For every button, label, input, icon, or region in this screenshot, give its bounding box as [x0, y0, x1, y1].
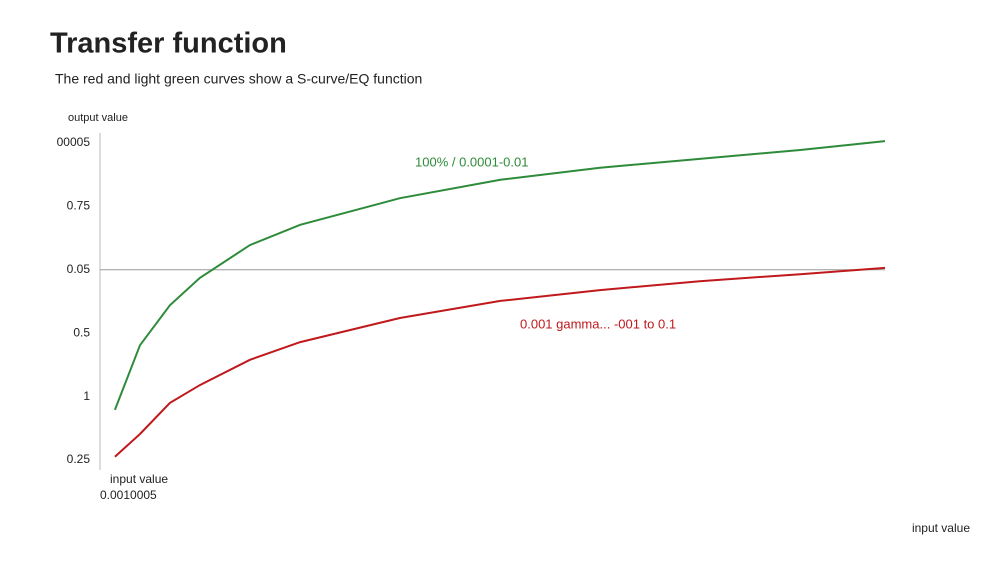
- y-tick-label: 0.75: [67, 199, 91, 213]
- series-line: [114, 266, 886, 458]
- x-axis-note: input value: [110, 472, 168, 486]
- y-tick-label: 0.05: [67, 262, 91, 276]
- series-label: 0.001 gamma... -001 to 0.1: [520, 316, 676, 331]
- chart-title: Transfer function: [50, 28, 287, 60]
- y-tick-label: 0.25: [67, 452, 91, 466]
- y-tick-label: 0.5: [73, 325, 90, 339]
- y-tick-label: 1: [83, 389, 90, 403]
- chart-subtitle: The red and light green curves show a S-…: [55, 71, 422, 87]
- x-axis-label: input value: [912, 521, 970, 535]
- y-tick-label: 00005: [57, 135, 91, 149]
- series-label: 100% / 0.0001-0.01: [415, 154, 528, 169]
- x-origin-label: 0.0010005: [100, 488, 157, 502]
- series-line: [113, 140, 886, 411]
- y-axis-label: output value: [68, 112, 128, 124]
